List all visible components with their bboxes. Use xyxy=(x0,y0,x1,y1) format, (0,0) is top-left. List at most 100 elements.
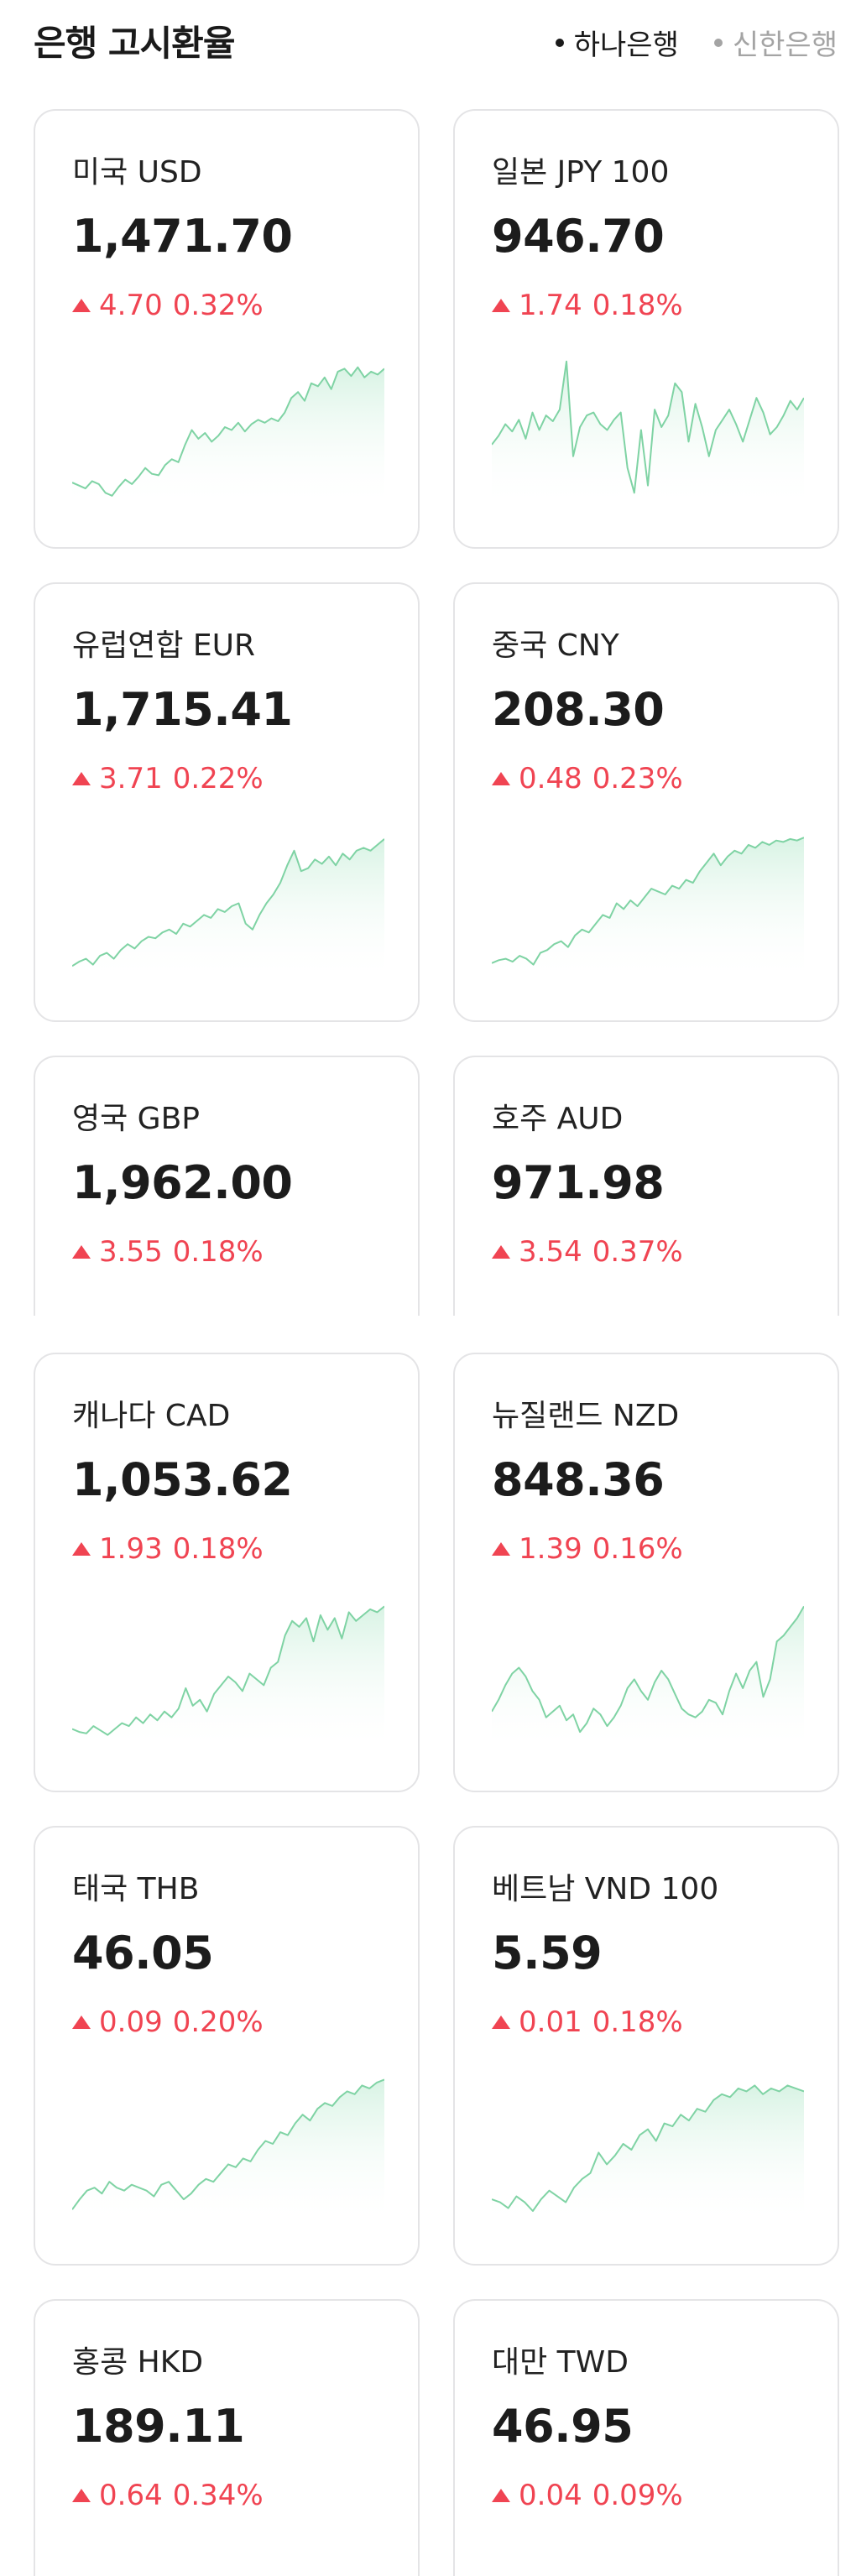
change-percent: 0.18% xyxy=(592,2005,683,2039)
rate-change: 0.04 0.09% xyxy=(492,2479,683,2512)
sparkline-chart xyxy=(72,2078,384,2225)
currency-name: 홍콩 HKD xyxy=(72,2345,204,2380)
up-triangle-icon xyxy=(72,1245,91,1259)
sparkline-line xyxy=(492,837,804,966)
exchange-rate: 1,471.70 xyxy=(72,210,293,263)
up-triangle-icon xyxy=(492,1542,510,1556)
currency-name: 중국 CNY xyxy=(492,628,619,663)
up-triangle-icon xyxy=(72,2015,91,2029)
change-amount: 3.71 xyxy=(99,762,163,795)
change-amount: 0.01 xyxy=(519,2005,582,2039)
bank-option-shinhan[interactable]: 신한은행 xyxy=(713,22,838,63)
change-percent: 0.20% xyxy=(172,2005,264,2039)
sparkline-area xyxy=(492,837,804,982)
currency-name: 일본 JPY 100 xyxy=(492,155,670,190)
exchange-rate: 208.30 xyxy=(492,683,665,736)
sparkline-chart xyxy=(72,1605,384,1752)
rate-change: 0.48 0.23% xyxy=(492,762,683,795)
rate-card-aud[interactable]: 호주 AUD 971.98 3.54 0.37% xyxy=(453,1056,839,1316)
currency-name: 대만 TWD xyxy=(492,2345,629,2380)
change-percent: 0.18% xyxy=(172,1532,264,1566)
sparkline-line xyxy=(72,1605,384,1736)
change-amount: 0.48 xyxy=(519,762,582,795)
sparkline-line xyxy=(72,2078,384,2210)
exchange-rate: 848.36 xyxy=(492,1453,665,1506)
exchange-rate: 46.05 xyxy=(72,1927,214,1979)
bank-option-label: 신한은행 xyxy=(732,29,838,62)
rate-card-jpy[interactable]: 일본 JPY 100 946.70 1.74 0.18% xyxy=(453,109,839,549)
change-amount: 3.54 xyxy=(519,1235,582,1269)
rate-change: 3.71 0.22% xyxy=(72,762,264,795)
rate-card-vnd[interactable]: 베트남 VND 100 5.59 0.01 0.18% xyxy=(453,1826,839,2266)
rate-change: 1.74 0.18% xyxy=(492,289,683,322)
selected-dot-icon xyxy=(555,38,564,47)
rate-change: 3.54 0.37% xyxy=(492,1235,683,1269)
change-amount: 1.74 xyxy=(519,289,582,322)
sparkline-area xyxy=(72,838,384,982)
exchange-rate: 1,053.62 xyxy=(72,1453,293,1506)
change-percent: 0.18% xyxy=(592,289,683,322)
sparkline-area xyxy=(72,2079,384,2225)
up-triangle-icon xyxy=(492,1245,510,1259)
sparkline-chart xyxy=(492,837,804,982)
exchange-rate: 189.11 xyxy=(72,2400,245,2453)
rate-card-cny[interactable]: 중국 CNY 208.30 0.48 0.23% xyxy=(453,582,839,1022)
change-amount: 4.70 xyxy=(99,289,163,322)
exchange-rate: 5.59 xyxy=(492,1927,603,1979)
rate-card-thb[interactable]: 태국 THB 46.05 0.09 0.20% xyxy=(34,1826,420,2266)
currency-name: 유럽연합 EUR xyxy=(72,628,256,663)
change-percent: 0.37% xyxy=(592,1235,683,1269)
page-title: 은행 고시환율 xyxy=(34,23,235,64)
change-percent: 0.09% xyxy=(592,2479,683,2512)
sparkline-chart xyxy=(492,2084,804,2225)
sparkline-area xyxy=(492,361,804,508)
change-amount: 0.64 xyxy=(99,2479,163,2512)
change-amount: 0.09 xyxy=(99,2005,163,2039)
bank-option-label: 하나은행 xyxy=(573,29,679,62)
currency-name: 베트남 VND 100 xyxy=(492,1872,719,1906)
rate-card-usd[interactable]: 미국 USD 1,471.70 4.70 0.32% xyxy=(34,109,420,549)
change-percent: 0.18% xyxy=(172,1235,264,1269)
change-amount: 0.04 xyxy=(519,2479,582,2512)
rate-change: 1.93 0.18% xyxy=(72,1532,264,1566)
currency-name: 캐나다 CAD xyxy=(72,1399,231,1433)
change-amount: 1.93 xyxy=(99,1532,163,1566)
exchange-rate: 46.95 xyxy=(492,2400,634,2453)
rate-card-eur[interactable]: 유럽연합 EUR 1,715.41 3.71 0.22% xyxy=(34,582,420,1022)
rate-card-gbp[interactable]: 영국 GBP 1,962.00 3.55 0.18% xyxy=(34,1056,420,1316)
change-percent: 0.22% xyxy=(172,762,264,795)
change-amount: 1.39 xyxy=(519,1532,582,1566)
exchange-rate: 1,962.00 xyxy=(72,1156,293,1209)
sparkline-chart xyxy=(72,838,384,982)
change-percent: 0.23% xyxy=(592,762,683,795)
rate-card-hkd[interactable]: 홍콩 HKD 189.11 0.64 0.34% xyxy=(34,2299,420,2576)
up-triangle-icon xyxy=(492,2489,510,2502)
rate-change: 0.01 0.18% xyxy=(492,2005,683,2039)
currency-name: 호주 AUD xyxy=(492,1102,624,1136)
change-percent: 0.16% xyxy=(592,1532,683,1566)
currency-name: 뉴질랜드 NZD xyxy=(492,1399,680,1433)
currency-name: 미국 USD xyxy=(72,155,202,190)
rate-card-nzd[interactable]: 뉴질랜드 NZD 848.36 1.39 0.16% xyxy=(453,1353,839,1792)
currency-name: 영국 GBP xyxy=(72,1102,200,1136)
up-triangle-icon xyxy=(72,1542,91,1556)
rate-card-cad[interactable]: 캐나다 CAD 1,053.62 1.93 0.18% xyxy=(34,1353,420,1792)
sparkline-chart xyxy=(492,1605,804,1752)
sparkline-line xyxy=(492,2084,804,2212)
sparkline-line xyxy=(492,1605,804,1734)
rate-change: 3.55 0.18% xyxy=(72,1235,264,1269)
change-amount: 3.55 xyxy=(99,1235,163,1269)
currency-name: 태국 THB xyxy=(72,1872,200,1906)
sparkline-area xyxy=(492,1606,804,1752)
up-triangle-icon xyxy=(72,2489,91,2502)
sparkline-line xyxy=(72,366,384,497)
rate-card-twd[interactable]: 대만 TWD 46.95 0.04 0.09% xyxy=(453,2299,839,2576)
bank-option-hana[interactable]: 하나은행 xyxy=(555,22,679,63)
up-triangle-icon xyxy=(492,2015,510,2029)
unselected-dot-icon xyxy=(713,38,723,47)
change-percent: 0.34% xyxy=(172,2479,264,2512)
bank-toggle: 하나은행 신한은행 xyxy=(555,22,838,63)
exchange-rate: 1,715.41 xyxy=(72,683,293,736)
rate-change: 0.09 0.20% xyxy=(72,2005,264,2039)
rate-change: 4.70 0.32% xyxy=(72,289,264,322)
